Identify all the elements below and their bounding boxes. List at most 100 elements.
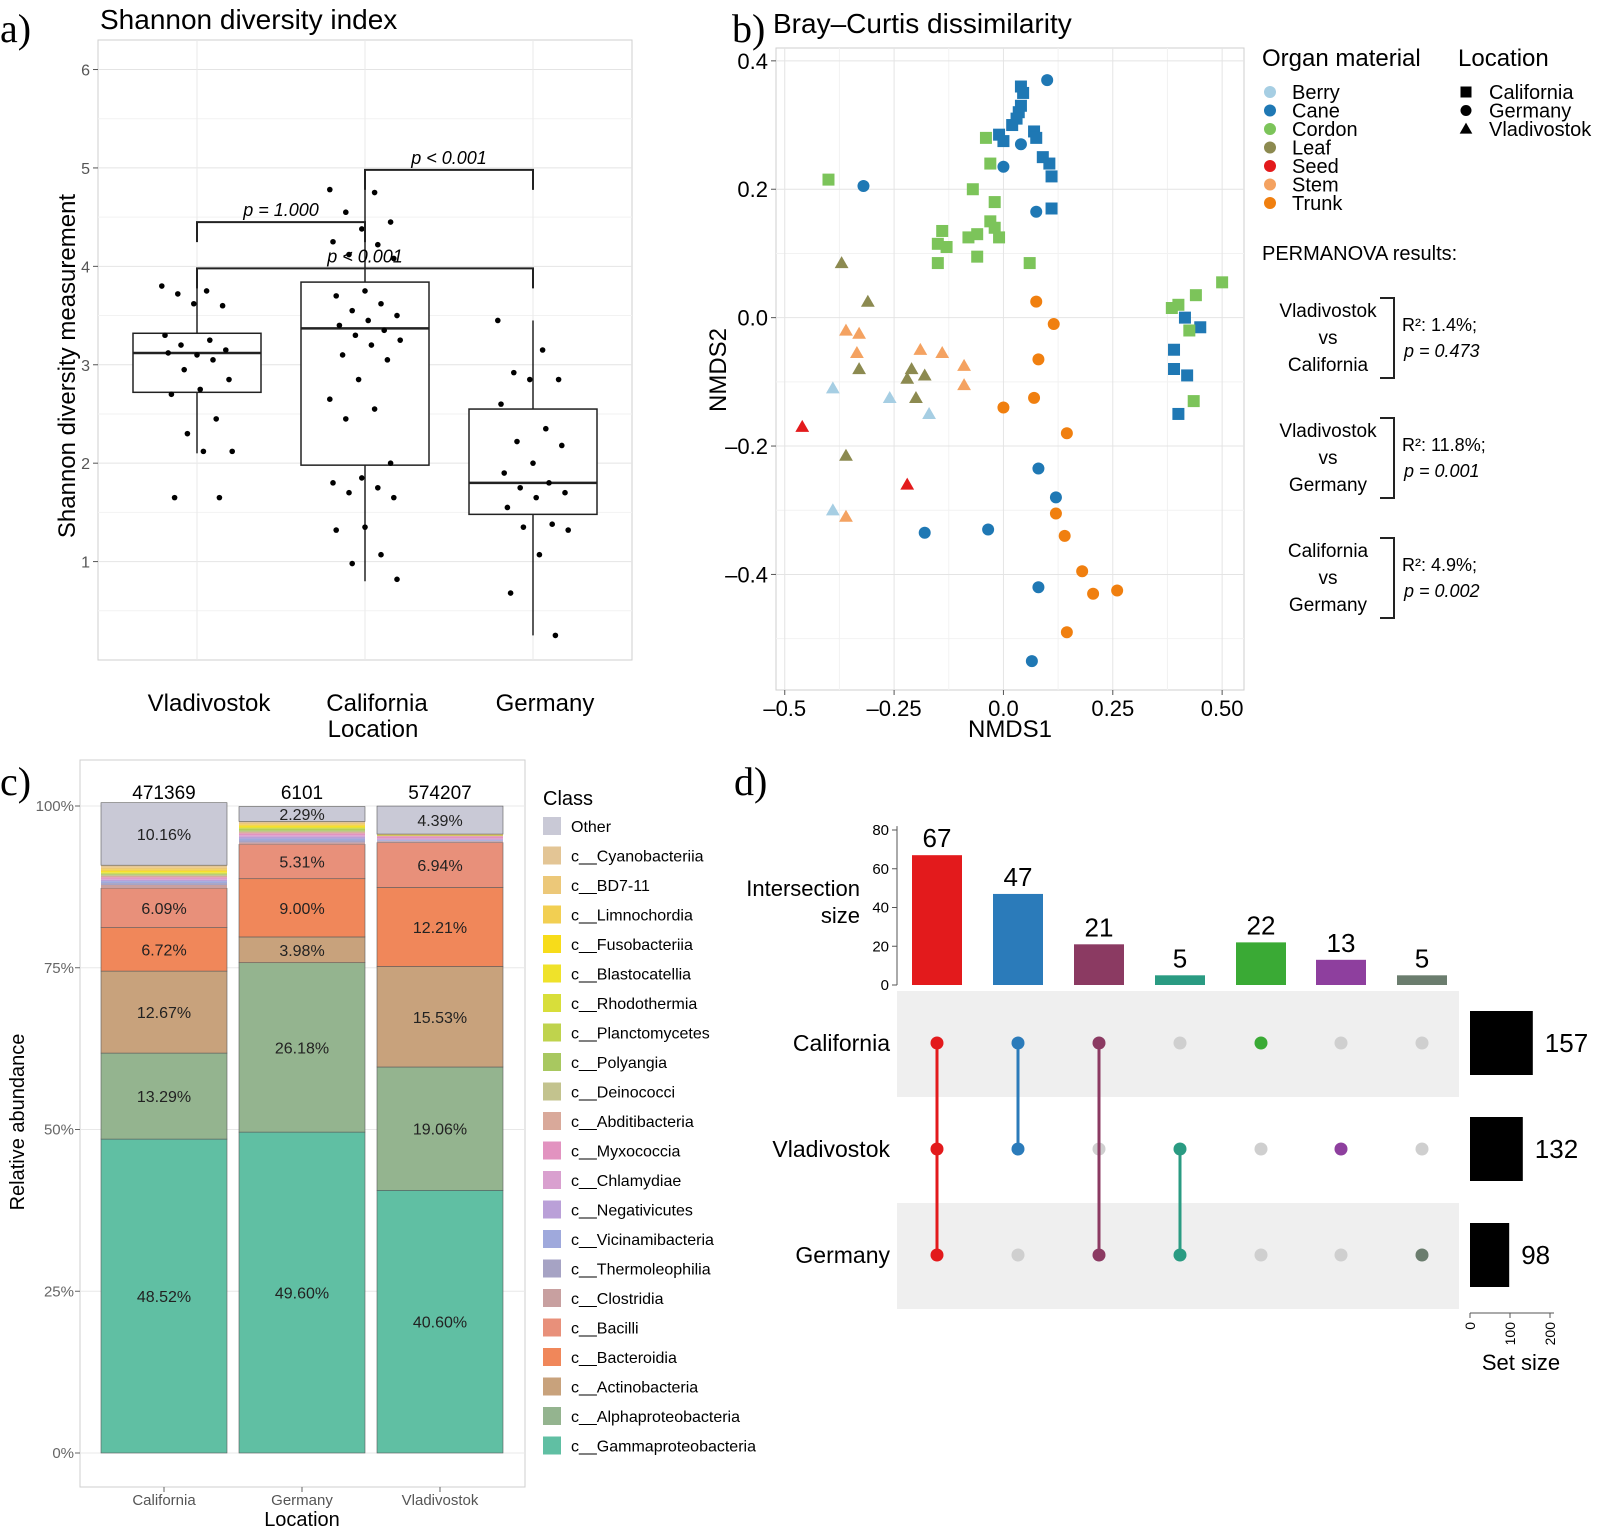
permanova-group1: California xyxy=(1288,541,1369,562)
legend-swatch xyxy=(543,1112,561,1130)
stack-segment xyxy=(238,844,366,880)
data-point xyxy=(200,448,207,455)
legend-swatch xyxy=(543,1082,561,1101)
y-tick-label: 20 xyxy=(872,938,889,955)
nmds-point-cane xyxy=(857,180,870,193)
intersection-count: 5 xyxy=(1415,943,1429,973)
data-point xyxy=(368,342,375,348)
legend-shape xyxy=(1460,105,1472,116)
data-point xyxy=(378,551,384,558)
legend-swatch xyxy=(543,1407,561,1425)
significance-label: p = 1.000 xyxy=(242,200,319,220)
y-tick-label: 6 xyxy=(81,63,90,80)
set-label: Vladivostok xyxy=(772,1136,890,1162)
set-size-bar xyxy=(1470,1011,1533,1075)
legend-label: c__Rhodothermia xyxy=(571,996,697,1013)
intersection-count: 47 xyxy=(1004,862,1033,892)
data-point xyxy=(498,401,504,407)
legend-swatch xyxy=(1264,86,1276,98)
nmds-point-cordon xyxy=(1187,395,1200,408)
stack-segment xyxy=(101,884,227,889)
data-point xyxy=(210,357,216,363)
panel-b-ylabel: NMDS2 xyxy=(705,328,732,412)
legend-label: Berry xyxy=(1292,82,1340,104)
stack-segment xyxy=(100,802,228,866)
stack-segment xyxy=(239,833,365,836)
y-tick-label: 25% xyxy=(44,1283,74,1300)
panel-b-frame xyxy=(775,47,1245,691)
permanova-p: p = 0.002 xyxy=(1403,581,1480,601)
matrix-dot-inactive xyxy=(1173,1036,1187,1050)
segment-label: 6.09% xyxy=(141,901,186,918)
stack-segment xyxy=(376,966,504,1068)
nmds-point-trunk xyxy=(1087,587,1100,600)
panel-c-label: c) xyxy=(0,759,31,804)
x-tick-label: –0.25 xyxy=(867,696,922,721)
data-point xyxy=(191,300,197,307)
nmds-point-cane xyxy=(1017,86,1030,99)
x-tick-label: Germany xyxy=(496,690,595,717)
data-point xyxy=(562,489,568,496)
permanova-group2: California xyxy=(1288,355,1369,376)
x-tick-label: Germany xyxy=(271,1492,333,1509)
legend-label: c__Clostridia xyxy=(571,1291,664,1308)
data-point xyxy=(330,238,336,245)
data-point xyxy=(507,590,514,596)
y-tick-label: 3 xyxy=(81,358,90,375)
data-point xyxy=(223,347,229,353)
set-size-tick-label: 100 xyxy=(1502,1322,1518,1346)
matrix-dot-active xyxy=(1415,1248,1429,1262)
legend-swatch xyxy=(543,846,561,865)
nmds-point-trunk xyxy=(1032,353,1045,366)
stack-segment xyxy=(377,836,503,839)
data-point xyxy=(546,480,552,486)
data-point xyxy=(330,480,336,486)
legend-swatch xyxy=(543,1348,561,1366)
nmds-point-cane xyxy=(1172,407,1185,420)
matrix-dot-inactive xyxy=(1415,1036,1429,1050)
legend-label: c__Thermoleophilia xyxy=(571,1262,711,1279)
data-point xyxy=(536,551,543,558)
legend-swatch xyxy=(543,1436,561,1455)
stack-segment xyxy=(238,806,366,822)
legend-label: Cordon xyxy=(1292,119,1358,141)
legend-label: c__Actinobacteria xyxy=(571,1380,698,1397)
data-point xyxy=(226,376,232,383)
intersection-count: 5 xyxy=(1173,943,1187,973)
y-tick-label: 5 xyxy=(81,161,90,178)
legend-label: c__Gammaproteobacteria xyxy=(571,1439,756,1456)
segment-label: 6.94% xyxy=(417,858,462,875)
data-point xyxy=(495,317,501,324)
y-tick-label: 0% xyxy=(52,1445,74,1462)
legend-shape xyxy=(1459,122,1473,134)
nmds-point-cane xyxy=(997,160,1010,173)
stack-segment xyxy=(101,878,227,880)
nmds-point-trunk xyxy=(1047,318,1060,331)
data-point xyxy=(514,438,520,445)
legend-label: c__Chlamydiae xyxy=(571,1173,681,1190)
legend-label: c__Negativicutes xyxy=(571,1203,693,1220)
intersection-count: 22 xyxy=(1247,910,1276,940)
bar-total-label: 574207 xyxy=(408,783,471,804)
segment-label: 6.72% xyxy=(141,942,186,959)
stack-segment xyxy=(377,841,503,843)
stack-segment xyxy=(101,875,227,878)
nmds-point-berry xyxy=(922,407,936,420)
data-point xyxy=(375,241,381,248)
data-point xyxy=(171,494,178,501)
stack-segment xyxy=(239,826,365,828)
permanova-r2: R²: 1.4%; xyxy=(1402,315,1477,335)
permanova-r2: R²: 11.8%; xyxy=(1402,435,1486,455)
permanova-r2: R²: 4.9%; xyxy=(1402,555,1477,575)
data-point xyxy=(555,376,562,383)
data-point xyxy=(387,219,394,225)
nmds-point-cordon xyxy=(1023,257,1036,270)
stack-segment xyxy=(100,1138,228,1454)
stack-segment xyxy=(239,838,365,841)
nmds-point-cane xyxy=(1030,205,1043,218)
stack-segment xyxy=(239,842,365,845)
y-tick-label: 75% xyxy=(44,960,74,977)
stack-segment xyxy=(101,869,227,872)
permanova-bracket xyxy=(1380,417,1395,499)
nmds-point-cane xyxy=(1028,125,1041,138)
